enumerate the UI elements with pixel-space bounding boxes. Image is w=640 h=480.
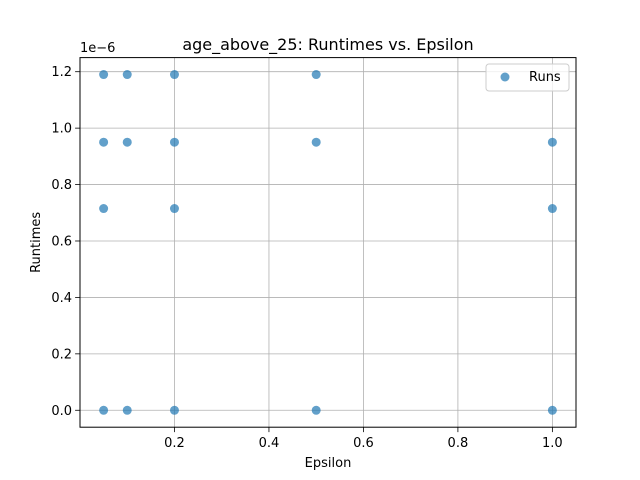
scatter-point bbox=[169, 70, 179, 80]
y-axis-label: Runtimes bbox=[29, 212, 44, 273]
y-tick-label: 1.2 bbox=[51, 65, 72, 80]
legend-label: Runs bbox=[529, 70, 561, 85]
y-tick-label: 0.8 bbox=[51, 178, 72, 193]
scatter-point bbox=[99, 137, 109, 147]
grid-layer bbox=[80, 57, 576, 428]
x-tick-label: 0.8 bbox=[448, 436, 469, 451]
scatter-point bbox=[122, 70, 132, 80]
scatter-point bbox=[99, 70, 109, 80]
scatter-point bbox=[122, 405, 132, 415]
chart-title: age_above_25: Runtimes vs. Epsilon bbox=[182, 35, 473, 55]
scatter-point bbox=[547, 137, 557, 147]
y-tick-label: 0.2 bbox=[51, 347, 72, 362]
x-axis-label: Epsilon bbox=[305, 456, 352, 471]
x-tick-label: 1.0 bbox=[542, 436, 563, 451]
y-tick-label: 0.6 bbox=[51, 234, 72, 249]
scatter-point bbox=[311, 70, 321, 80]
x-tick-label: 0.6 bbox=[353, 436, 374, 451]
y-tick-label: 1.0 bbox=[51, 122, 72, 137]
points-layer bbox=[99, 70, 557, 415]
scatter-point bbox=[169, 137, 179, 147]
scatter-point bbox=[99, 204, 109, 214]
legend: Runs bbox=[485, 63, 570, 92]
plot-frame bbox=[79, 57, 577, 428]
scatter-point bbox=[169, 405, 179, 415]
scatter-point bbox=[122, 137, 132, 147]
scatter-point bbox=[311, 405, 321, 415]
y-scale-label: 1e−6 bbox=[80, 41, 115, 56]
scatter-point bbox=[547, 405, 557, 415]
y-tick-label: 0.0 bbox=[51, 404, 72, 419]
scatter-point bbox=[169, 204, 179, 214]
x-tick-label: 0.2 bbox=[164, 436, 185, 451]
scatter-point bbox=[99, 405, 109, 415]
scatter-point bbox=[311, 137, 321, 147]
legend-box bbox=[485, 63, 570, 92]
legend-marker bbox=[500, 72, 510, 82]
scatter-point bbox=[547, 204, 557, 214]
y-tick-label: 0.4 bbox=[51, 291, 72, 306]
x-tick-label: 0.4 bbox=[259, 436, 280, 451]
ticks-layer: 0.2 0.4 0.6 0.8 1.0 0.0 0.2 0.4 0.6 0.8 1.0 1.2 bbox=[51, 65, 562, 451]
